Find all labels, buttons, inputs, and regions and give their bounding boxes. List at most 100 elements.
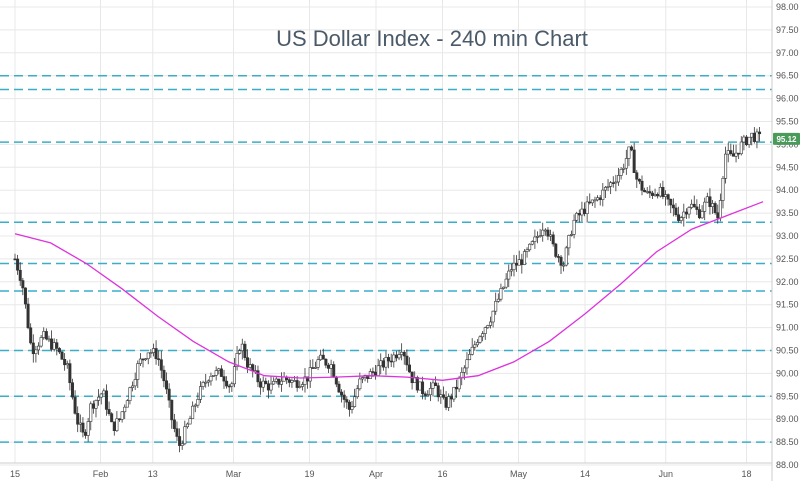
candle-body bbox=[711, 203, 715, 207]
candle-body bbox=[112, 421, 116, 432]
candle-body bbox=[543, 229, 547, 232]
candle-body bbox=[279, 380, 283, 385]
candle-body bbox=[541, 229, 545, 236]
candle-body bbox=[381, 360, 385, 368]
candle-body bbox=[637, 178, 641, 182]
candle-body bbox=[214, 370, 218, 376]
candle-body bbox=[175, 428, 179, 437]
candle-body bbox=[295, 380, 299, 388]
candle-body bbox=[131, 385, 135, 388]
candle-body bbox=[133, 379, 137, 387]
candle-body bbox=[243, 343, 247, 358]
x-tick-label: Apr bbox=[369, 469, 383, 479]
candle-body bbox=[324, 358, 328, 366]
candle-body bbox=[515, 262, 519, 266]
candle-body bbox=[340, 391, 344, 396]
candle-body bbox=[504, 278, 508, 288]
candle-body bbox=[264, 380, 268, 384]
candle-body bbox=[345, 399, 349, 403]
candle-body bbox=[353, 396, 357, 407]
candle-body bbox=[42, 331, 46, 338]
candle-body bbox=[37, 345, 41, 351]
candle-body bbox=[499, 288, 503, 300]
y-tick-label: 88.00 bbox=[776, 460, 799, 470]
candle-body bbox=[415, 377, 419, 391]
candle-body bbox=[475, 342, 479, 346]
candle-body bbox=[238, 350, 242, 354]
candle-body bbox=[402, 351, 406, 357]
candle-body bbox=[178, 436, 182, 446]
candle-body bbox=[138, 358, 142, 364]
candle-body bbox=[217, 368, 221, 371]
candle-body bbox=[549, 234, 553, 237]
candle-body bbox=[162, 369, 166, 382]
candle-body bbox=[65, 363, 69, 366]
candle-body bbox=[601, 189, 605, 200]
candle-body bbox=[246, 357, 250, 368]
y-tick-label: 94.50 bbox=[776, 162, 799, 172]
candle-body bbox=[125, 400, 129, 408]
candle-body bbox=[455, 386, 459, 390]
x-tick-label: 16 bbox=[437, 469, 447, 479]
candle-body bbox=[611, 182, 615, 184]
candle-body bbox=[405, 355, 409, 366]
x-tick-label: 19 bbox=[304, 469, 314, 479]
candle-body bbox=[583, 208, 587, 214]
candle-body bbox=[86, 421, 90, 436]
candle-body bbox=[16, 258, 20, 271]
price-badge-text: 95.12 bbox=[776, 135, 797, 144]
moving-average-line bbox=[14, 201, 764, 381]
candle-body bbox=[603, 186, 607, 191]
candle-body bbox=[358, 378, 362, 390]
candle-body bbox=[151, 348, 155, 353]
candle-body bbox=[622, 167, 626, 170]
candle-body bbox=[645, 191, 649, 193]
candle-body bbox=[650, 192, 654, 196]
candle-body bbox=[118, 418, 122, 421]
candle-body bbox=[316, 359, 320, 368]
candle-body bbox=[418, 381, 422, 391]
candle-body bbox=[319, 354, 323, 360]
candle-body bbox=[266, 383, 270, 391]
candle-body bbox=[569, 234, 573, 236]
candle-body bbox=[572, 219, 576, 235]
x-tick-label: 15 bbox=[10, 469, 20, 479]
candle-body bbox=[713, 203, 717, 213]
candle-body bbox=[313, 367, 317, 369]
candle-body bbox=[347, 401, 351, 410]
x-tick-label: Mar bbox=[226, 469, 242, 479]
candle-body bbox=[716, 212, 720, 219]
candle-body bbox=[697, 209, 701, 219]
candle-body bbox=[734, 152, 738, 157]
candle-body bbox=[726, 150, 730, 155]
candle-body bbox=[99, 393, 103, 398]
candle-body bbox=[436, 385, 440, 398]
candle-body bbox=[269, 383, 273, 391]
candle-body bbox=[308, 367, 312, 382]
candle-body bbox=[55, 342, 59, 349]
y-tick-label: 91.00 bbox=[776, 323, 799, 333]
candle-body bbox=[102, 390, 106, 395]
candle-body bbox=[653, 194, 657, 196]
candle-body bbox=[227, 385, 231, 388]
candle-body bbox=[739, 141, 743, 155]
candle-body bbox=[256, 370, 260, 383]
candle-body bbox=[120, 411, 124, 420]
candle-body bbox=[742, 136, 746, 143]
candle-body bbox=[326, 364, 330, 369]
candle-body bbox=[452, 386, 456, 400]
candle-body bbox=[91, 403, 95, 409]
candle-body bbox=[687, 207, 691, 215]
candle-body bbox=[517, 259, 521, 266]
candlesticks bbox=[13, 127, 762, 453]
candle-body bbox=[18, 269, 22, 281]
candle-body bbox=[350, 406, 354, 410]
candle-body bbox=[334, 376, 338, 385]
candle-body bbox=[293, 380, 297, 382]
candle-body bbox=[136, 363, 140, 380]
y-tick-label: 89.50 bbox=[776, 391, 799, 401]
moving-average bbox=[14, 201, 764, 381]
candle-body bbox=[206, 380, 210, 383]
candle-body bbox=[185, 423, 189, 428]
